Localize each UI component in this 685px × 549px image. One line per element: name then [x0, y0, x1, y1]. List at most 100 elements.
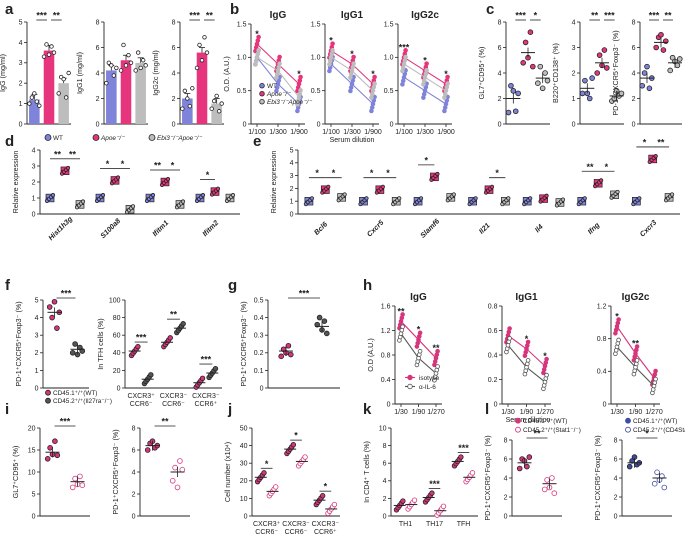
chart-l-stat3-data-point	[626, 463, 633, 470]
chart-a-igg1-data-point	[126, 52, 131, 58]
chart-l-stat3-significance-label: *	[645, 429, 649, 439]
chart-j-cells-data-point	[331, 501, 338, 508]
chart-d-expression-y-tick-label: 2	[32, 179, 36, 186]
legend-b-label: WT	[267, 83, 277, 90]
chart-h-igg1-data-point	[507, 326, 512, 331]
chart-c-gl7-data-point	[522, 39, 529, 46]
chart-l-stat3-data-point	[651, 480, 658, 487]
chart-g-tfh-data-point	[314, 321, 321, 328]
chart-a-igg2c-data-point	[190, 86, 195, 91]
chart-a-igg-data-point	[32, 91, 37, 96]
chart-e-expression-significance-label: *	[370, 168, 374, 178]
chart-e-expression-significance-label: **	[657, 137, 665, 147]
chart-c-plasma-y-tick-label: 1	[572, 96, 576, 103]
chart-k-cd4-x-tick-label: TH17	[426, 521, 443, 528]
chart-c-gl7-data-point	[515, 90, 521, 97]
panel-label-c: c	[486, 1, 494, 18]
chart-h-igg1-title: IgG1	[515, 292, 538, 303]
chart-b-igg2c-significance-label: *	[444, 69, 448, 79]
chart-f-subsets-data-point	[212, 365, 219, 372]
chart-c-gl7-significance-label: *	[534, 11, 538, 21]
chart-a-igg1-data-point	[143, 63, 148, 68]
chart-e-expression-data-point	[397, 196, 402, 201]
chart-e-expression-data-point	[506, 196, 511, 201]
legend-b-marker	[259, 98, 265, 105]
chart-a-igg1-data-point	[111, 73, 117, 78]
chart-d-expression-data-point	[80, 199, 86, 204]
chart-b-igg2c-data-point	[445, 74, 450, 80]
chart-l-stat3-y-axis-label: PD-1⁺CXCR5⁺Foxp3⁻ (%)	[593, 435, 602, 520]
chart-h-igg2c-significance-label: **	[632, 338, 640, 348]
chart-d-expression-data-point	[100, 193, 106, 198]
chart-f-tfh-y-axis-label: PD-1⁺CXCR5⁺Foxp3⁻ (%)	[14, 301, 23, 386]
chart-i-tfh-data-point	[174, 484, 181, 491]
chart-e-expression-y-axis-label: Relative expression	[269, 151, 278, 214]
chart-h-igg2c-x-tick-label: 1/90	[629, 409, 643, 416]
chart-j-cells-significance-label: *	[294, 431, 298, 441]
chart-h-igg2c-data-point	[653, 376, 658, 382]
chart-e-expression-gene-label: Cxcr3	[638, 218, 658, 238]
chart-c-gl7-data-point	[510, 88, 517, 94]
chart-e-expression-significance-label: *	[386, 168, 390, 178]
chart-e-expression-data-point	[669, 192, 675, 197]
legend-a-label: Apoe⁻/⁻	[100, 135, 125, 142]
chart-d-expression-data-point	[65, 165, 71, 171]
chart-a-igg1-y-tick-label: 2	[96, 96, 100, 103]
chart-k-cd4-y-tick-label: 2	[383, 496, 387, 503]
chart-b-igg1-y-tick-label: 0	[317, 121, 321, 128]
chart-l-stat1-y-tick-label: 8	[504, 437, 508, 444]
chart-c-tfh-data-point	[639, 82, 645, 89]
chart-j-cells-y-tick-label: 30	[240, 461, 248, 468]
chart-d-expression-gene-label: Hist1h3g	[46, 214, 74, 242]
chart-l-stat3-y-tick-label: 2	[614, 494, 618, 501]
chart-b-igg1-data-point	[330, 48, 335, 53]
chart-l-stat3-y-tick-label: 4	[614, 475, 618, 482]
chart-b-igg-y-tick-label: 0.5	[237, 88, 247, 95]
chart-e-expression-gene-label: Cxcr5	[365, 217, 386, 238]
chart-c-plasma-data-point	[582, 77, 588, 84]
chart-i-tfh-y-tick-label: 8	[132, 425, 136, 432]
chart-k-cd4-data-point	[411, 497, 418, 503]
chart-i-gl7-significance-label: ***	[60, 417, 71, 427]
chart-j-cells-x-tick-label: CXCR3⁻	[282, 521, 310, 528]
chart-e-expression-y-tick-label: 3	[290, 173, 294, 180]
chart-b-igg1-data-point	[372, 81, 377, 86]
chart-h-igg-y-axis-label: O.D (A.U.)	[366, 338, 375, 372]
chart-j-cells-x-tick-label: CXCR3⁻	[312, 521, 340, 528]
chart-d-expression-significance-label: *	[121, 159, 125, 169]
chart-c-gl7-y-tick-label: 4	[498, 70, 502, 77]
chart-h-igg1-data-point	[525, 339, 531, 345]
chart-g-tfh-data-point	[285, 342, 292, 349]
chart-a-igg2c-data-point	[194, 65, 200, 71]
chart-b-igg1-x-tick-label: 1/900	[364, 129, 382, 136]
chart-a-igg-data-point	[51, 50, 57, 55]
chart-d-expression-significance-label: **	[54, 149, 62, 159]
chart-j-cells-data-point	[273, 484, 279, 490]
chart-c-gl7-data-point	[529, 63, 536, 70]
chart-f-tfh-data-point	[49, 314, 55, 321]
chart-c-tfh-data-point	[644, 63, 650, 70]
chart-h-igg2c-data-point	[616, 317, 621, 322]
chart-f-tfh-y-tick-label: 1	[35, 368, 39, 375]
chart-j-cells-x-tick-label: CCR6⁻	[285, 529, 308, 536]
chart-g-tfh-y-tick-label: 0.5	[254, 297, 264, 304]
panel-label-f: f	[5, 277, 11, 294]
chart-l-stat1-data-point	[544, 477, 550, 483]
chart-a-igg2c-y-tick-label: 2	[172, 96, 176, 103]
chart-d-expression-data-point	[180, 199, 186, 204]
chart-i-gl7-y-tick-label: 10	[28, 469, 36, 476]
chart-e-expression-data-point	[380, 184, 385, 189]
chart-h-igg2c-title: IgG2c	[622, 292, 650, 303]
chart-i-tfh-data-point	[177, 458, 183, 464]
chart-c-plasma-significance-label: ***	[604, 11, 615, 21]
chart-b-igg1-significance-label: *	[371, 69, 375, 79]
chart-i-tfh-y-tick-label: 0	[132, 513, 136, 520]
legend-f-marker	[45, 397, 51, 404]
chart-g-tfh-y-tick-label: 0.3	[254, 333, 264, 340]
chart-a-igg-data-point	[41, 54, 47, 59]
chart-a-igg2c-bar	[211, 103, 222, 124]
chart-b-igg1-x-tick-label: 1/100	[322, 129, 340, 136]
chart-c-tfh-data-point	[676, 56, 683, 62]
chart-j-cells-y-axis-label: Cell number (x10⁴)	[223, 442, 232, 502]
